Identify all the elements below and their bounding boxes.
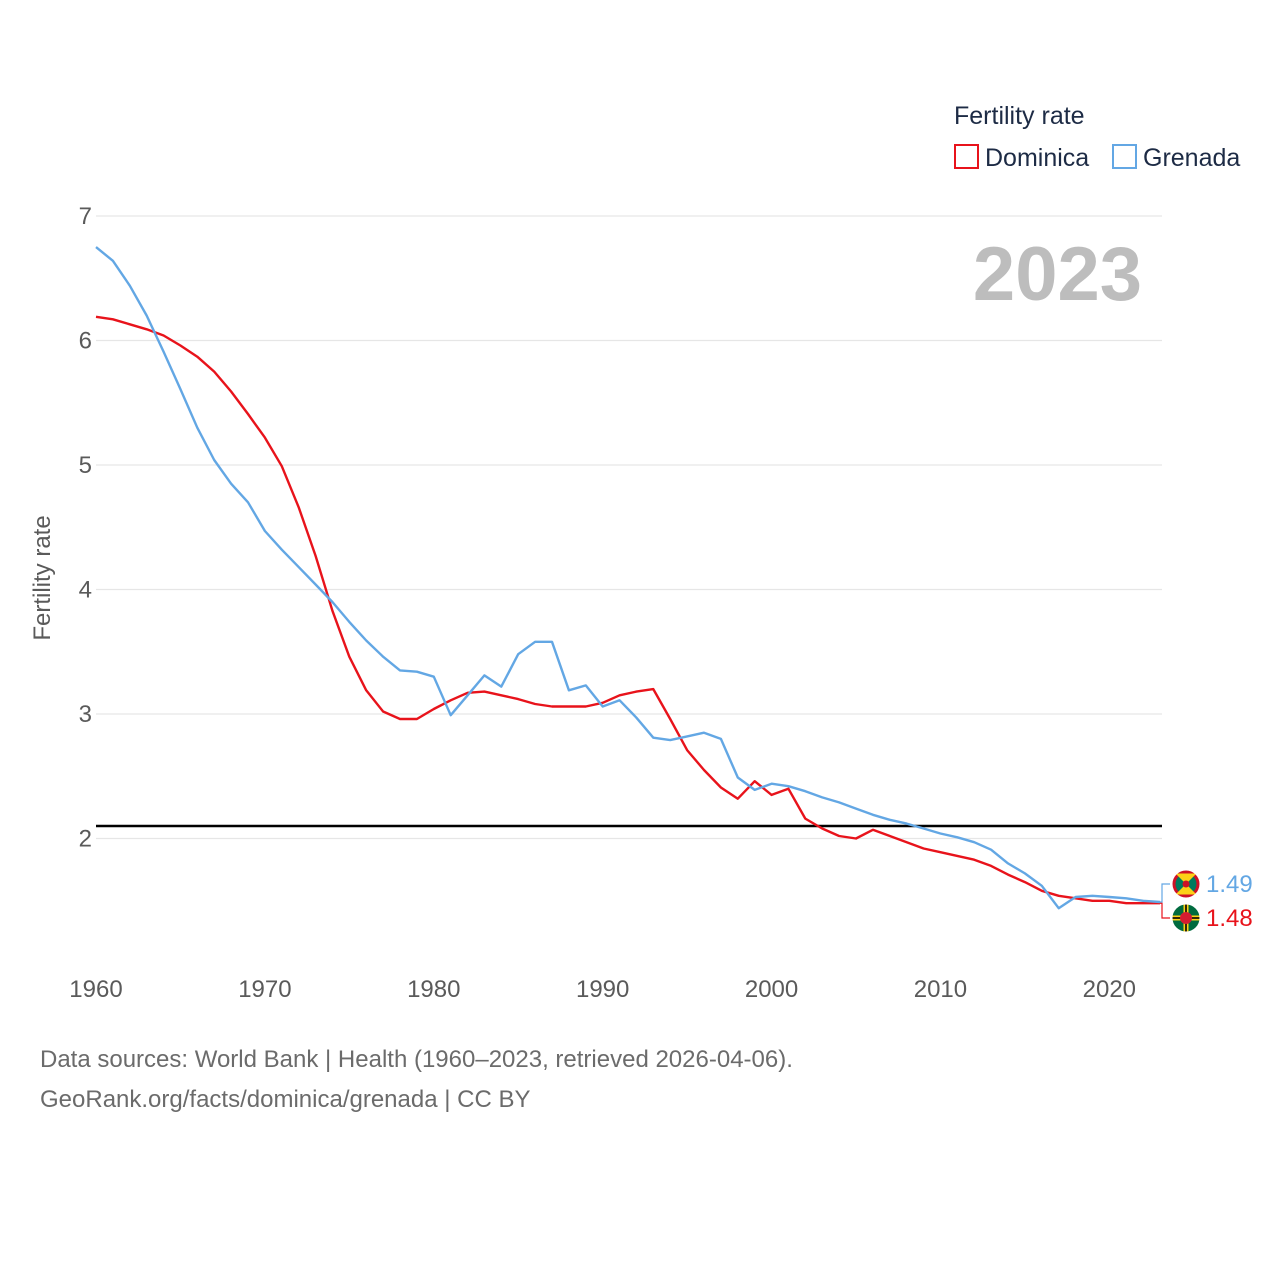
- y-tick-6: 6: [79, 328, 92, 355]
- legend: Fertility rate Dominica Grenada: [954, 102, 1240, 172]
- end-labels: 1.48 1.49: [1160, 869, 1253, 933]
- legend-label-dominica: Dominica: [985, 144, 1089, 172]
- end-label-grenada: 1.49: [1206, 871, 1253, 898]
- y-tick-5: 5: [79, 452, 92, 479]
- x-tick-1960: 1960: [69, 976, 122, 1003]
- series-lines: [95, 246, 1161, 910]
- x-tick-2010: 2010: [914, 976, 967, 1003]
- y-tick-4: 4: [79, 577, 92, 604]
- legend-label-grenada: Grenada: [1143, 144, 1240, 172]
- connector-dominica: [1160, 902, 1170, 919]
- source-line-1: Data sources: World Bank | Health (1960–…: [40, 1046, 793, 1073]
- grid-lines: [96, 215, 1162, 840]
- y-tick-3: 3: [79, 701, 92, 728]
- legend-swatch-grenada: [1112, 144, 1137, 169]
- x-tick-1970: 1970: [238, 976, 291, 1003]
- y-tick-7: 7: [79, 203, 92, 230]
- fertility-rate-chart: 2 3 4 5 6 7 1960 1970 1980 1990 2000 2010 2020 1.48…: [29, 102, 1253, 1003]
- x-tick-2000: 2000: [745, 976, 798, 1003]
- legend-item-dominica[interactable]: Dominica: [954, 144, 1089, 172]
- data-source: Data sources: World Bank | Health (1960–…: [40, 1040, 793, 1120]
- x-tick-1990: 1990: [576, 976, 629, 1003]
- legend-item-grenada[interactable]: Grenada: [1112, 144, 1240, 172]
- legend-swatch-dominica: [954, 144, 979, 169]
- source-line-2: GeoRank.org/facts/dominica/grenada | CC …: [40, 1086, 531, 1113]
- series-line-grenada: [95, 246, 1161, 910]
- x-tick-labels: 1960 1970 1980 1990 2000 2010 2020: [69, 976, 1136, 1003]
- y-tick-2: 2: [79, 826, 92, 853]
- x-tick-1980: 1980: [407, 976, 460, 1003]
- connector-grenada: [1160, 883, 1170, 903]
- year-label: 2023: [973, 232, 1142, 317]
- dominica-flag-icon: [1171, 903, 1201, 933]
- y-tick-labels: 2 3 4 5 6 7: [79, 203, 92, 853]
- end-label-dominica: 1.48: [1206, 905, 1253, 932]
- grenada-flag-icon: [1171, 869, 1201, 899]
- legend-title: Fertility rate: [954, 102, 1085, 130]
- series-line-dominica: [95, 315, 1160, 905]
- y-axis-title: Fertility rate: [29, 515, 56, 640]
- x-tick-2020: 2020: [1083, 976, 1136, 1003]
